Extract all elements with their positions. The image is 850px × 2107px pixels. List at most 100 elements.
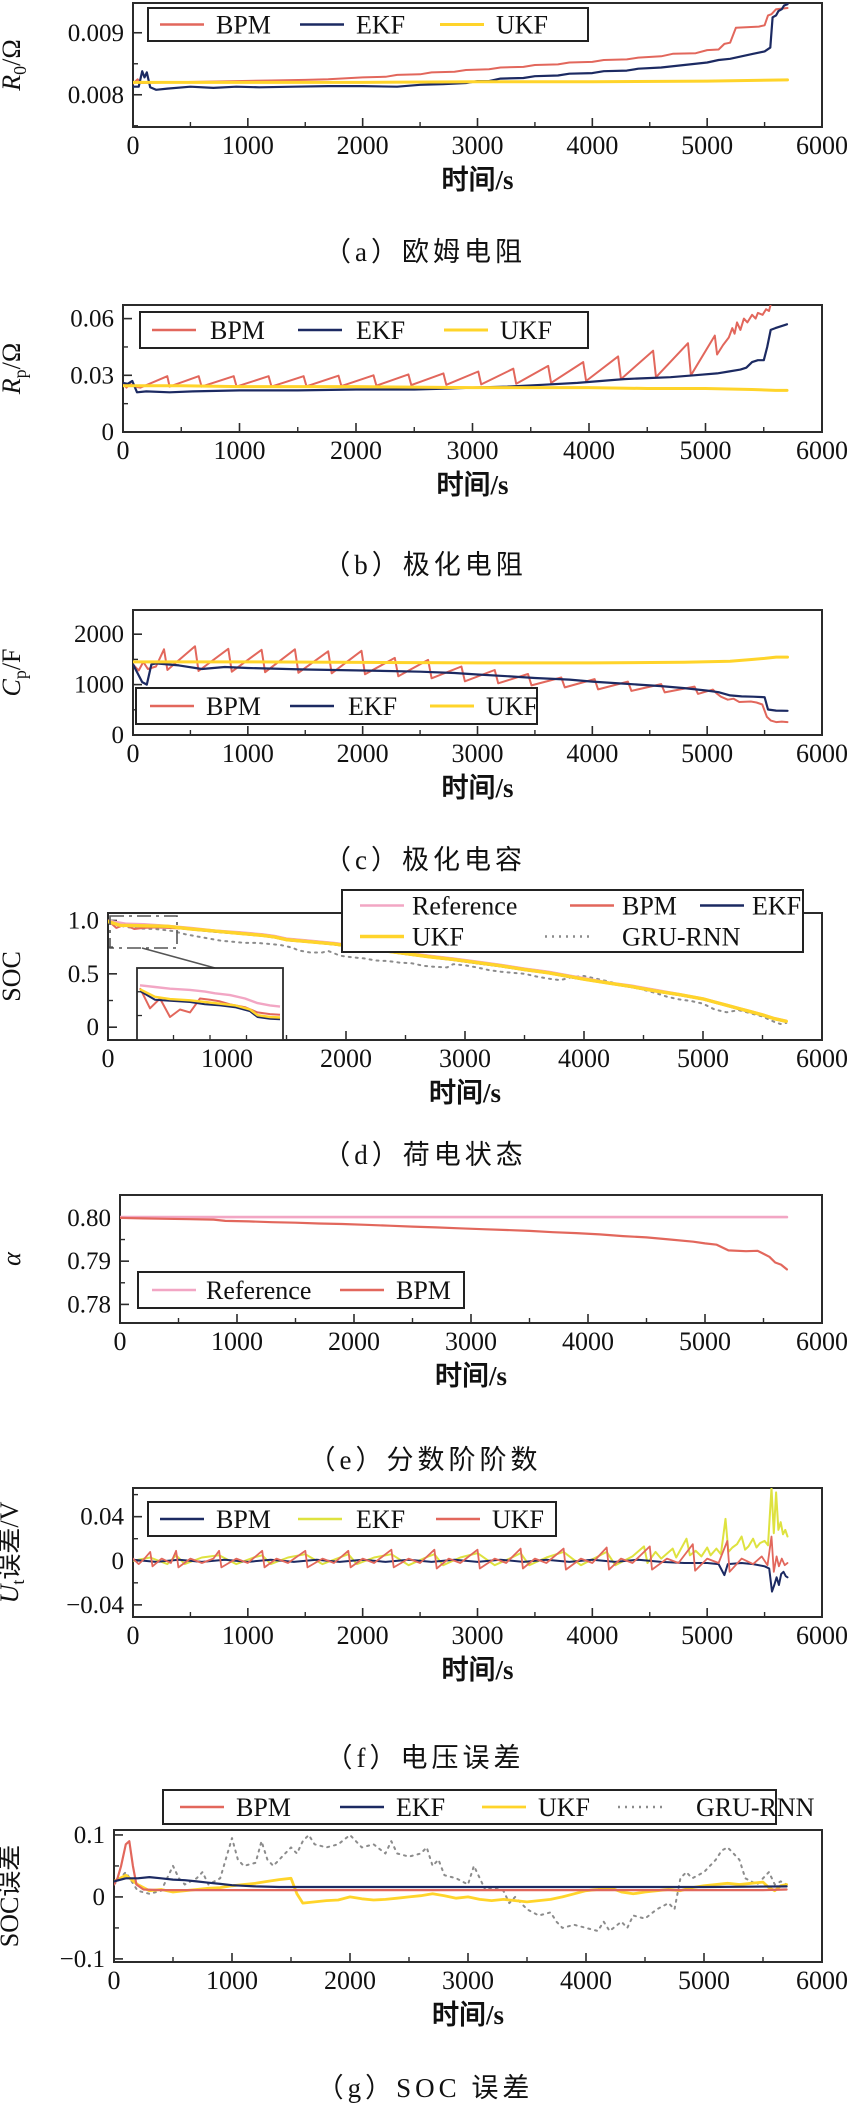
svg-text:0: 0 [112,1548,125,1575]
svg-text:时间/s: 时间/s [441,1655,513,1685]
svg-text:时间/s: 时间/s [432,2000,504,2030]
svg-text:0.009: 0.009 [68,20,124,47]
chart-voltage-error: 0100020003000400050006000−0.0400.04时间/sU… [0,1487,848,1685]
svg-text:1000: 1000 [206,1966,258,1995]
svg-text:BPM: BPM [216,11,271,40]
caption-b: （b）极化电阻 [323,550,527,580]
panel-f: 0100020003000400050006000−0.0400.04时间/sU… [0,1480,850,1773]
svg-text:0: 0 [127,131,140,160]
svg-text:Reference: Reference [412,892,517,921]
chart-polarization-resistance: 0 1000 2000 3000 4000 5000 6000 0 0.03 0.06 时间/s Rp… [0,304,848,500]
svg-text:2000: 2000 [328,1327,380,1356]
svg-text:0: 0 [93,1884,106,1911]
svg-text:1.0: 1.0 [68,907,99,934]
svg-text:1000: 1000 [211,1327,263,1356]
svg-text:时间/s: 时间/s [441,165,513,195]
svg-text:UKF: UKF [500,316,552,345]
svg-text:5000: 5000 [681,1621,733,1650]
svg-text:EKF: EKF [752,892,801,921]
svg-text:6000: 6000 [796,1621,848,1650]
svg-text:1000: 1000 [74,672,124,699]
svg-text:0.06: 0.06 [70,306,114,333]
svg-text:0: 0 [114,1327,127,1356]
svg-text:UKF: UKF [538,1793,590,1822]
svg-text:R0/Ω: R0/Ω [0,39,30,91]
svg-text:BPM: BPM [622,892,677,921]
svg-text:SOC: SOC [0,951,26,1002]
svg-text:5000: 5000 [679,1327,731,1356]
svg-text:4000: 4000 [560,1966,612,1995]
caption-e: （e）分数阶阶数 [308,1445,542,1475]
svg-text:BPM: BPM [206,692,261,721]
panel-b: 0 1000 2000 3000 4000 5000 6000 0 0.03 0.06 时间/s Rp… [0,298,850,580]
svg-text:Reference: Reference [206,1276,311,1305]
caption-d: （d）荷电状态 [323,1140,527,1170]
panel-g: 0 1000 2000 3000 4000 5000 6000 −0.1 0 0.1 时间/s SOC… [0,1780,850,2103]
svg-text:4000: 4000 [566,739,618,768]
svg-text:4000: 4000 [566,1621,618,1650]
svg-text:3000: 3000 [447,436,499,465]
svg-text:UKF: UKF [486,692,538,721]
svg-text:3000: 3000 [439,1044,491,1073]
svg-text:EKF: EKF [356,316,405,345]
panel-d: 0 1000 2000 3000 4000 5000 6000 0 0.5 1.0 时间/s SOC R… [0,880,850,1170]
svg-text:6000: 6000 [796,1966,848,1995]
svg-text:5000: 5000 [681,131,733,160]
svg-text:0: 0 [127,739,140,768]
svg-text:−0.04: −0.04 [66,1592,124,1619]
panel-a: 0 1000 2000 3000 4000 5000 6000 0.008 0.009 时间/s R… [0,0,850,267]
svg-text:6000: 6000 [796,436,848,465]
panel-c: 0 1000 2000 3000 4000 5000 6000 0 1000 2000 时间/s Cp… [0,598,850,875]
svg-text:GRU-RNN: GRU-RNN [622,923,741,952]
svg-text:1000: 1000 [222,739,274,768]
svg-text:2000: 2000 [320,1044,372,1073]
svg-text:0: 0 [102,419,115,446]
svg-text:0: 0 [112,722,125,749]
svg-text:6000: 6000 [796,1044,848,1073]
svg-text:2000: 2000 [324,1966,376,1995]
caption-g: （g）SOC 误差 [316,2073,534,2103]
svg-text:4000: 4000 [566,131,618,160]
svg-text:0.1: 0.1 [74,1822,105,1849]
svg-text:3000: 3000 [452,131,504,160]
svg-text:SOC误差: SOC误差 [0,1845,24,1948]
chart-fractional-order: 0 1000 2000 3000 4000 5000 6000 0.78 0.79 0.80 时间/… [0,1194,848,1391]
svg-text:3000: 3000 [452,739,504,768]
panel-e: 0 1000 2000 3000 4000 5000 6000 0.78 0.79 0.80 时间/… [0,1180,850,1475]
svg-text:EKF: EKF [356,11,405,40]
svg-text:0: 0 [87,1014,100,1041]
svg-text:2000: 2000 [74,621,124,648]
svg-text:0.03: 0.03 [70,362,114,389]
chart-polarization-capacitance: 0 1000 2000 3000 4000 5000 6000 0 1000 2000 时间/s Cp… [0,609,848,803]
svg-text:−0.1: −0.1 [60,1946,105,1973]
svg-text:0: 0 [102,1044,115,1073]
svg-text:0.80: 0.80 [67,1205,111,1232]
caption-f: （f）电压误差 [325,1743,525,1773]
svg-text:UKF: UKF [412,923,464,952]
svg-text:4000: 4000 [558,1044,610,1073]
svg-text:1000: 1000 [222,1621,274,1650]
svg-text:3000: 3000 [445,1327,497,1356]
svg-text:α: α [0,1251,26,1266]
svg-text:时间/s: 时间/s [441,773,513,803]
svg-text:Rp/Ω: Rp/Ω [0,343,30,395]
chart-soc-error: 0 1000 2000 3000 4000 5000 6000−0.100.1时间/sSOC… [0,1789,848,2030]
svg-text:0.008: 0.008 [68,82,124,109]
svg-text:BPM: BPM [216,1505,271,1534]
svg-text:0.79: 0.79 [67,1248,111,1275]
svg-text:EKF: EKF [396,1793,445,1822]
svg-text:EKF: EKF [356,1505,405,1534]
svg-text:6000: 6000 [796,1327,848,1356]
svg-text:0: 0 [127,1621,140,1650]
svg-text:2000: 2000 [337,1621,389,1650]
svg-text:5000: 5000 [681,739,733,768]
svg-text:5000: 5000 [680,436,732,465]
svg-text:1000: 1000 [201,1044,253,1073]
svg-text:3000: 3000 [452,1621,504,1650]
svg-text:0.5: 0.5 [68,961,99,988]
svg-text:Cp/F: Cp/F [0,648,30,696]
svg-text:UKF: UKF [492,1505,544,1534]
svg-text:Ut误差/V: Ut误差/V [0,1501,28,1603]
svg-text:6000: 6000 [796,131,848,160]
